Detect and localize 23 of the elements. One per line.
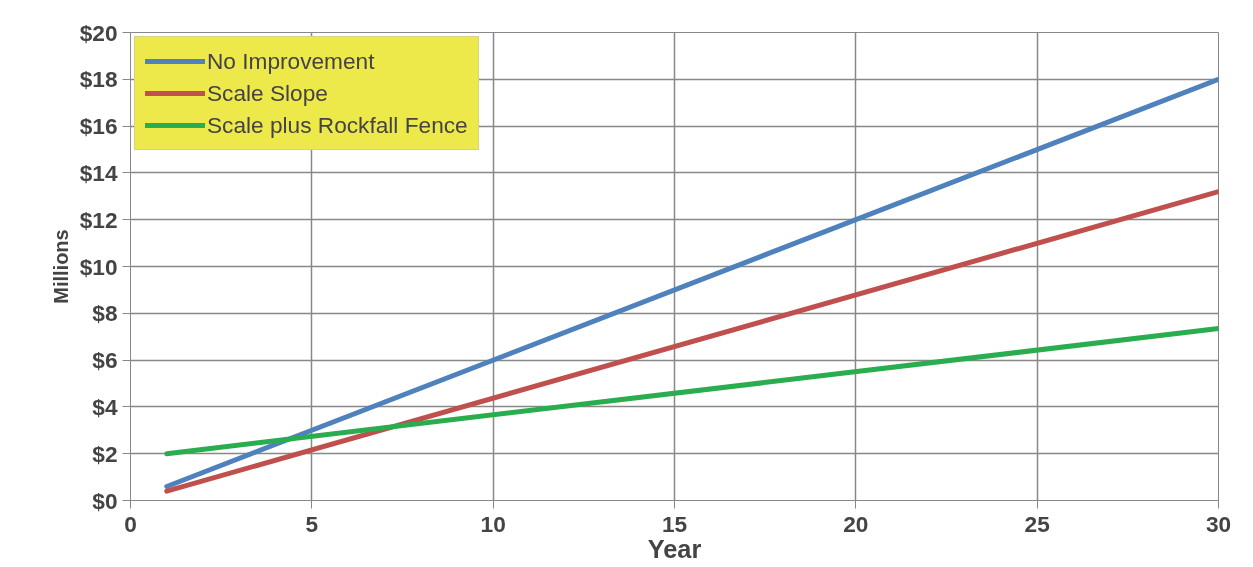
x-tick-label: 15: [661, 510, 688, 537]
y-tick-label: $16: [79, 113, 118, 140]
x-tick-label: 10: [480, 510, 506, 537]
y-tick-label: $10: [79, 253, 118, 280]
y-axis-title: Millions: [49, 229, 72, 304]
y-tick-label: $0: [92, 487, 118, 514]
y-tick-label: $2: [92, 440, 118, 467]
x-tick-label: 30: [1205, 510, 1232, 537]
y-tick-label: $8: [92, 300, 118, 327]
x-tick-label: 5: [305, 510, 319, 537]
y-tick-label: $6: [92, 347, 118, 374]
legend-label: No Improvement: [207, 47, 375, 75]
y-tick-label: $14: [79, 159, 118, 186]
x-tick-label: 20: [843, 510, 869, 537]
y-tick-label: $4: [92, 393, 118, 420]
x-axis-title: Year: [647, 534, 702, 563]
legend-label: Scale Slope: [207, 79, 328, 107]
y-tick-label: $18: [79, 66, 118, 93]
legend-label: Scale plus Rockfall Fence: [207, 111, 468, 139]
y-tick-label: $20: [79, 19, 118, 46]
x-tick-label: 25: [1024, 510, 1050, 537]
y-tick-label: $12: [79, 206, 118, 233]
x-tick-label: 0: [124, 510, 137, 537]
